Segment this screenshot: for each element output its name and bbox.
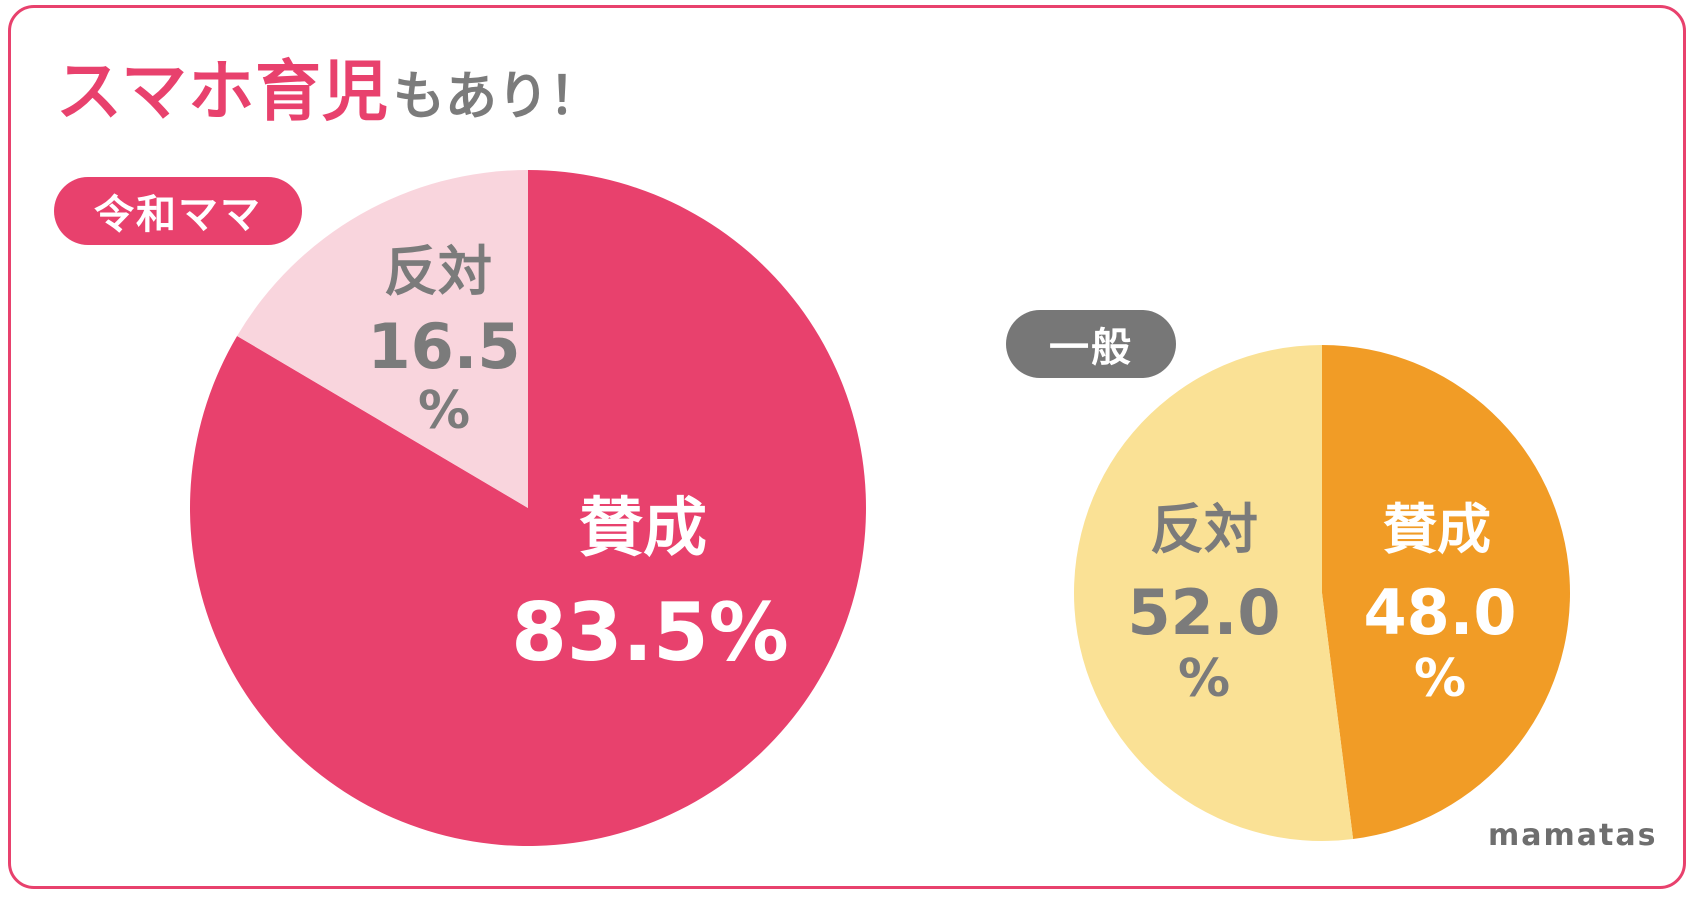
pie-chart-general: 賛成 48.0% 反対 52.0%	[1073, 345, 1570, 842]
page-title: スマホ育児 もあり！	[56, 38, 601, 138]
title-main: スマホ育児	[56, 53, 390, 130]
pie-slice-reiwa-no	[237, 169, 528, 508]
slice-unit-general-no: %	[1178, 649, 1230, 709]
pie-chart-reiwa: 賛成 83.5% 反対 16.5%	[189, 169, 866, 846]
slice-label-general-no: 反対	[1150, 498, 1258, 561]
slice-label-reiwa-no: 反対	[384, 240, 492, 303]
slice-label-general-yes: 賛成	[1383, 498, 1491, 561]
pie-slice-general-no	[1073, 345, 1354, 842]
slice-unit-general-yes: %	[1414, 649, 1466, 709]
pie-slice-general-yes	[1322, 345, 1570, 840]
title-sub: もあり！	[393, 67, 602, 127]
slice-value-reiwa-no: 16.5	[368, 310, 521, 383]
brand-logo: mamatas	[1488, 818, 1658, 853]
slice-unit-reiwa-no: %	[418, 381, 470, 441]
chart-title-general-badge: 一般	[1006, 310, 1176, 378]
slice-label-reiwa-yes: 賛成	[579, 492, 707, 566]
slice-value-general-yes: 48.0	[1364, 576, 1517, 649]
slice-value-general-no: 52.0	[1128, 576, 1281, 649]
slice-value-reiwa-yes: 83.5%	[511, 586, 789, 679]
chart-title-reiwa-badge: 令和ママ	[54, 177, 302, 245]
